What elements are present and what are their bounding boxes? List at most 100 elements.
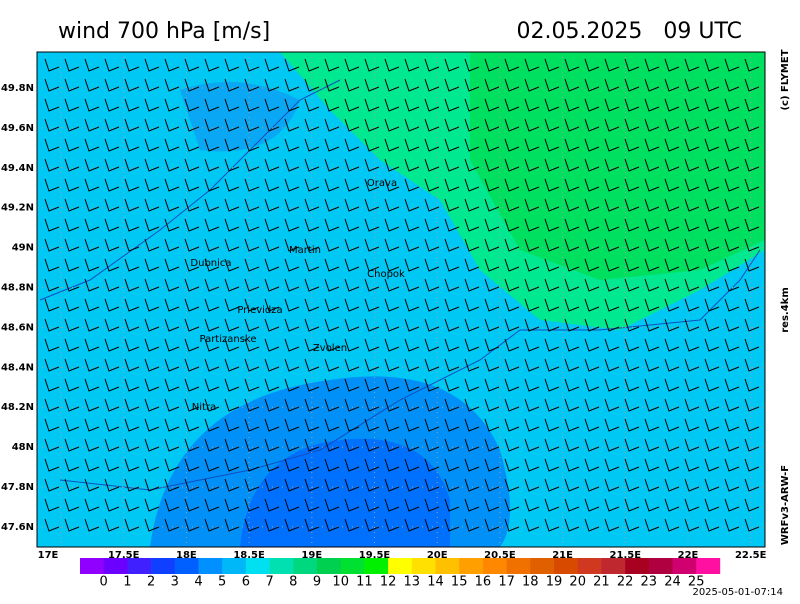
wind-barb bbox=[344, 118, 360, 132]
wind-barb bbox=[724, 218, 740, 232]
wind-barb bbox=[304, 498, 320, 512]
wind-barb bbox=[604, 58, 620, 72]
wind-barb bbox=[524, 278, 540, 292]
wind-barb bbox=[124, 198, 140, 212]
wind-barb bbox=[164, 458, 180, 472]
wind-barb bbox=[664, 438, 680, 452]
wind-barb bbox=[344, 258, 360, 272]
wind-barb bbox=[604, 158, 620, 172]
wind-barb bbox=[384, 218, 400, 232]
wind-barb bbox=[604, 138, 620, 152]
wind-barb bbox=[424, 58, 440, 72]
wind-barb bbox=[104, 158, 120, 172]
wind-barb bbox=[324, 258, 340, 272]
wind-barb bbox=[704, 318, 720, 332]
wind-barb bbox=[484, 278, 500, 292]
wind-barb bbox=[444, 378, 460, 392]
lat-label: 49N bbox=[12, 243, 34, 254]
wind-barb bbox=[324, 58, 340, 72]
wind-barb bbox=[444, 98, 460, 112]
wind-barb bbox=[204, 178, 220, 192]
wind-barb bbox=[404, 418, 420, 432]
wind-barb bbox=[564, 78, 580, 92]
wind-barb bbox=[584, 458, 600, 472]
wind-barb bbox=[384, 498, 400, 512]
wind-barb bbox=[464, 98, 480, 112]
lat-label: 48.4N bbox=[1, 362, 34, 373]
wind-barb bbox=[304, 118, 320, 132]
wind-barb bbox=[144, 278, 160, 292]
wind-barb bbox=[644, 198, 660, 212]
wind-barb bbox=[164, 238, 180, 252]
wind-barb bbox=[724, 58, 740, 72]
wind-barb bbox=[724, 258, 740, 272]
wind-barb bbox=[44, 498, 60, 512]
wind-barb bbox=[124, 278, 140, 292]
wind-barb bbox=[84, 178, 100, 192]
wind-barb bbox=[524, 158, 540, 172]
wind-barb bbox=[424, 218, 440, 232]
wind-barb bbox=[464, 298, 480, 312]
wind-barb bbox=[84, 458, 100, 472]
wind-barb bbox=[404, 358, 420, 372]
colorbar-swatch bbox=[625, 558, 650, 574]
wind-barb bbox=[444, 398, 460, 412]
wind-barb bbox=[44, 58, 60, 72]
wind-barb bbox=[144, 398, 160, 412]
wind-barb bbox=[624, 478, 640, 492]
wind-barb bbox=[684, 478, 700, 492]
wind-barb bbox=[44, 178, 60, 192]
wind-barb bbox=[284, 238, 300, 252]
lat-label: 48.2N bbox=[1, 402, 34, 413]
wind-barb bbox=[44, 398, 60, 412]
wind-barb bbox=[184, 198, 200, 212]
wind-barb bbox=[684, 418, 700, 432]
wind-barb bbox=[604, 258, 620, 272]
wind-barb bbox=[484, 78, 500, 92]
wind-barb bbox=[164, 298, 180, 312]
wind-barb bbox=[364, 438, 380, 452]
wind-barb bbox=[724, 98, 740, 112]
wind-barb bbox=[204, 138, 220, 152]
colorbar-label: 7 bbox=[265, 575, 273, 590]
wind-barb bbox=[564, 218, 580, 232]
colorbar-label: 11 bbox=[356, 575, 373, 590]
wind-barb bbox=[444, 358, 460, 372]
wind-barb bbox=[444, 438, 460, 452]
wind-barb bbox=[344, 278, 360, 292]
wind-barb bbox=[324, 78, 340, 92]
wind-barb bbox=[224, 438, 240, 452]
wind-barb bbox=[404, 238, 420, 252]
colorbar-swatch bbox=[222, 558, 247, 574]
wind-barb bbox=[504, 418, 520, 432]
wind-barb bbox=[364, 198, 380, 212]
wind-barb bbox=[504, 218, 520, 232]
wind-barb bbox=[564, 138, 580, 152]
wind-barb bbox=[364, 518, 380, 532]
colorbar-swatch bbox=[245, 558, 270, 574]
wind-barb bbox=[244, 238, 260, 252]
wind-barb bbox=[704, 398, 720, 412]
wind-barb bbox=[564, 498, 580, 512]
wind-barb bbox=[544, 178, 560, 192]
wind-barb bbox=[304, 138, 320, 152]
wind-barb bbox=[224, 278, 240, 292]
wind-barb bbox=[604, 378, 620, 392]
wind-barb bbox=[224, 138, 240, 152]
wind-barb bbox=[244, 138, 260, 152]
wind-barb bbox=[504, 118, 520, 132]
wind-barb bbox=[464, 278, 480, 292]
wind-barb bbox=[424, 118, 440, 132]
wind-barb bbox=[504, 58, 520, 72]
wind-barb bbox=[604, 478, 620, 492]
wind-barb bbox=[524, 238, 540, 252]
wind-barb bbox=[244, 258, 260, 272]
wind-barb bbox=[684, 298, 700, 312]
wind-barb bbox=[744, 378, 760, 392]
wind-barb bbox=[304, 478, 320, 492]
wind-barb bbox=[264, 118, 280, 132]
lat-label: 48.8N bbox=[1, 283, 34, 294]
wind-barb bbox=[664, 178, 680, 192]
wind-barb bbox=[684, 398, 700, 412]
